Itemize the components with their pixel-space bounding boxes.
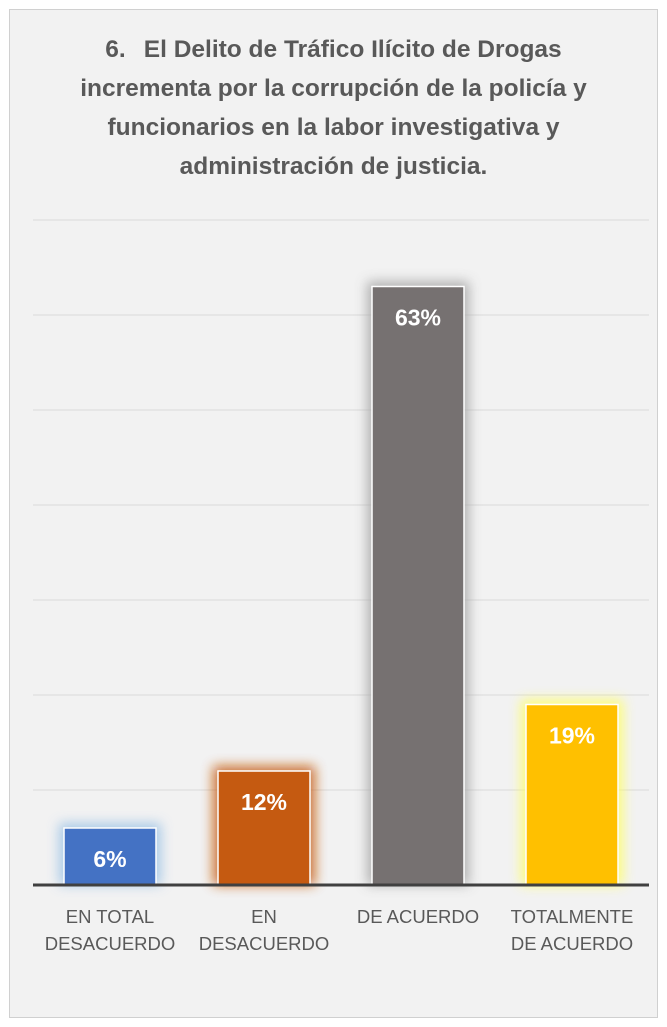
bar	[63, 827, 157, 886]
bar	[371, 285, 465, 886]
category-label: DESACUERDO	[45, 933, 176, 954]
bar-value-label: 12%	[241, 789, 287, 815]
value-labels: 6% 12% 63% 19%	[93, 305, 595, 873]
bar	[217, 770, 311, 886]
bar	[525, 703, 619, 886]
bar-value-label: 19%	[549, 723, 595, 749]
bar-value-label: 63%	[395, 305, 441, 331]
chart-title-text: El Delito de Tráfico Ilícito de Drogas i…	[80, 36, 587, 180]
category-label: DESACUERDO	[199, 933, 330, 954]
category-label: DE ACUERDO	[357, 906, 479, 927]
chart-title: 6. El Delito de Tráfico Ilícito de Drogas…	[60, 30, 607, 186]
category-label: TOTALMENTE	[511, 906, 634, 927]
chart-title-number: 6.	[105, 36, 126, 63]
category-label: DE ACUERDO	[511, 933, 633, 954]
category-label: EN TOTAL	[66, 906, 154, 927]
bars	[63, 285, 619, 886]
bar-value-label: 6%	[93, 846, 126, 872]
category-labels: EN TOTAL DESACUERDO EN DESACUERDO DE ACUERDO…	[45, 906, 634, 954]
category-label: EN	[251, 906, 277, 927]
gridlines	[33, 219, 649, 791]
